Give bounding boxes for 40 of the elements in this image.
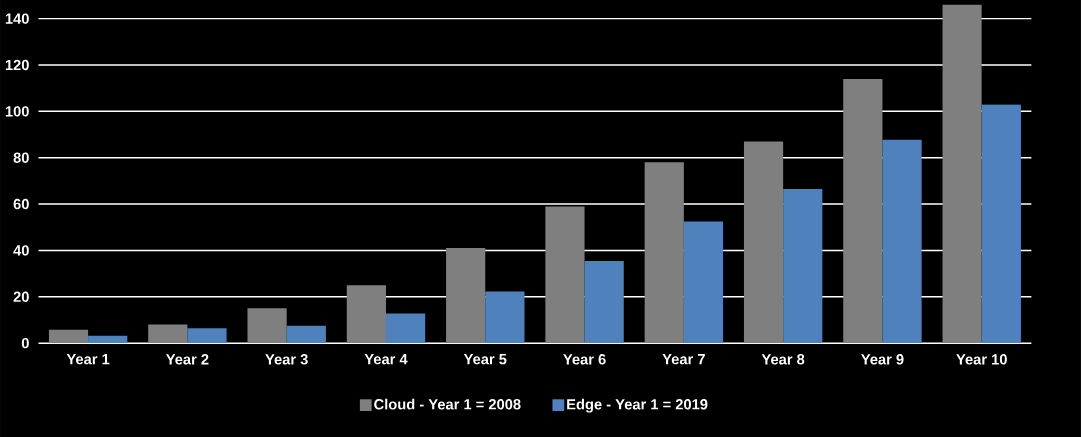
x-tick-label: Year 6 xyxy=(563,354,606,365)
bar xyxy=(485,291,525,344)
y-tick-label: 120 xyxy=(5,59,29,71)
bar xyxy=(48,329,89,344)
bar xyxy=(286,325,326,344)
bar xyxy=(187,328,227,344)
x-tick-label: Year 7 xyxy=(662,354,705,365)
bar xyxy=(385,313,426,344)
bar xyxy=(247,308,287,344)
bar xyxy=(843,78,883,344)
bar xyxy=(683,221,724,344)
legend-label: Edge - Year 1 = 2019 xyxy=(567,398,708,413)
bar xyxy=(446,248,486,344)
bar xyxy=(88,335,128,344)
bar xyxy=(743,141,784,344)
x-tick-label: Year 5 xyxy=(463,354,507,365)
y-tick-label: 40 xyxy=(13,245,29,256)
x-tick-label: Year 3 xyxy=(265,354,308,365)
bar xyxy=(882,139,922,344)
bar xyxy=(981,104,1021,344)
bar xyxy=(346,285,386,344)
y-tick-label: 60 xyxy=(13,198,29,210)
y-tick-label: 140 xyxy=(5,13,29,24)
bar xyxy=(545,206,585,344)
bar xyxy=(148,324,188,344)
y-tick-label: 80 xyxy=(13,152,29,163)
x-tick-label: Year 2 xyxy=(165,354,209,365)
x-tick-label: Year 9 xyxy=(861,354,904,365)
x-tick-label: Year 4 xyxy=(364,354,408,365)
bar xyxy=(584,260,624,344)
x-tick-label: Year 10 xyxy=(956,354,1007,365)
x-tick-label: Year 1 xyxy=(66,354,110,365)
legend-label: Cloud - Year 1 = 2008 xyxy=(374,398,521,410)
bar xyxy=(942,4,982,344)
bar xyxy=(644,162,684,344)
bar xyxy=(783,188,823,344)
y-tick-label: 0 xyxy=(21,337,29,349)
y-tick-label: 100 xyxy=(5,106,29,117)
y-tick-label: 20 xyxy=(13,291,29,302)
x-tick-label: Year 8 xyxy=(761,354,805,365)
